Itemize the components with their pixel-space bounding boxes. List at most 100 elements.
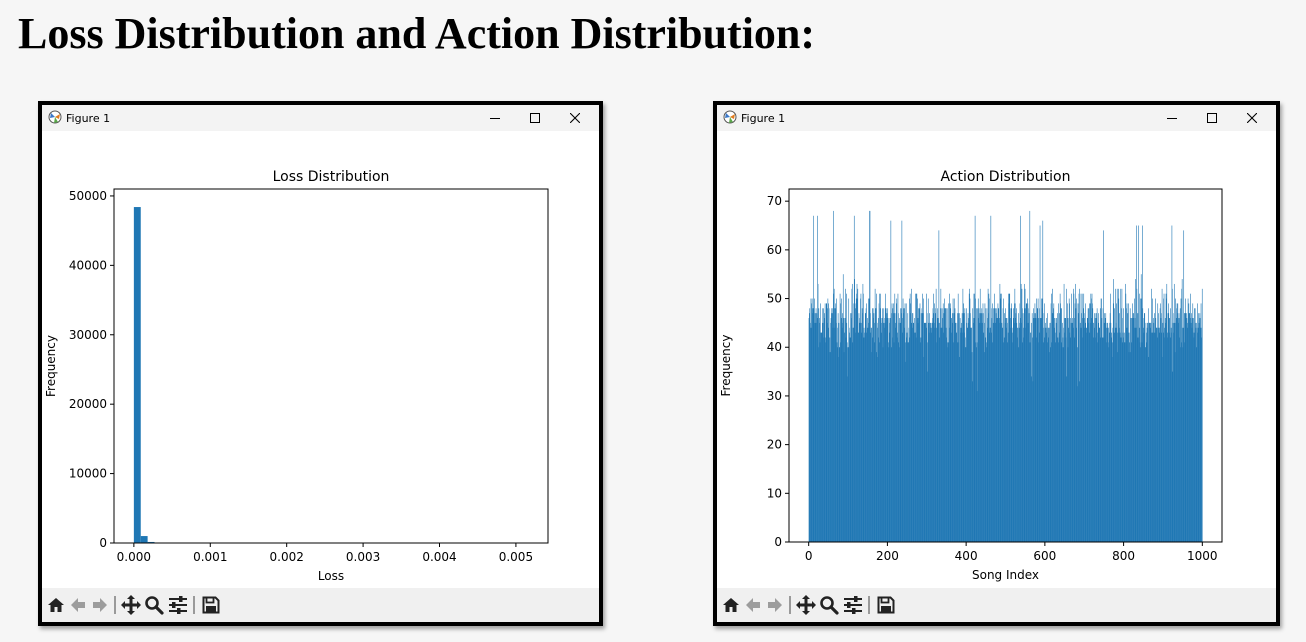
histogram-bar xyxy=(996,318,997,542)
configure-subplots-button[interactable] xyxy=(168,595,188,615)
histogram-bar xyxy=(1000,322,1002,542)
home-button[interactable] xyxy=(46,595,66,615)
histogram-bar xyxy=(906,337,907,542)
histogram-bar xyxy=(1085,303,1086,542)
back-button[interactable] xyxy=(68,595,88,615)
histogram-bar xyxy=(1113,332,1115,542)
histogram-bar xyxy=(993,322,995,542)
histogram-bar xyxy=(1077,347,1079,542)
histogram-bar xyxy=(842,274,844,542)
histogram-bar xyxy=(944,308,946,542)
histogram-bar xyxy=(1042,220,1044,542)
histogram-bar xyxy=(938,230,940,542)
histogram-bar xyxy=(1151,332,1153,542)
histogram-bar xyxy=(940,308,941,542)
histogram-bar xyxy=(1135,327,1137,542)
histogram-bar xyxy=(1198,322,1200,542)
histogram-bar xyxy=(812,313,813,542)
histogram-bar xyxy=(1072,322,1074,542)
histogram-bar xyxy=(1110,293,1111,542)
histogram-bar xyxy=(809,313,810,542)
zoom-button[interactable] xyxy=(819,595,839,615)
histogram-bar xyxy=(816,318,818,542)
histogram-bar xyxy=(868,322,870,542)
save-button[interactable] xyxy=(876,595,896,615)
save-button[interactable] xyxy=(201,595,221,615)
histogram-bar xyxy=(976,308,977,542)
histogram-bar xyxy=(843,318,844,542)
histogram-bar xyxy=(888,332,890,542)
maximize-button[interactable] xyxy=(515,105,555,131)
y-tick-label: 70 xyxy=(767,194,782,208)
histogram-bar xyxy=(1154,332,1156,542)
histogram-bar xyxy=(827,322,828,542)
y-tick-label: 20000 xyxy=(69,397,107,411)
histogram-bar xyxy=(870,327,872,542)
back-button[interactable] xyxy=(743,595,763,615)
histogram-bar xyxy=(890,220,892,542)
forward-button[interactable] xyxy=(765,595,785,615)
histogram-bar xyxy=(1186,322,1188,542)
histogram-bar xyxy=(1074,303,1076,542)
histogram-bar xyxy=(1055,332,1056,542)
histogram-bar xyxy=(848,347,849,542)
histogram-bar xyxy=(928,332,930,542)
histogram-bar xyxy=(848,298,850,542)
window-titlebar[interactable]: Figure 1 xyxy=(717,105,1276,131)
histogram-bar xyxy=(1031,313,1033,542)
window-titlebar[interactable]: Figure 1 xyxy=(42,105,599,131)
histogram-bar xyxy=(1184,313,1185,542)
histogram-bar xyxy=(857,298,858,542)
histogram-bar xyxy=(1026,303,1027,542)
home-button[interactable] xyxy=(721,595,741,615)
close-button[interactable] xyxy=(1232,105,1272,131)
histogram-bar xyxy=(901,318,903,542)
histogram-bar xyxy=(924,322,925,542)
histogram-bar xyxy=(850,337,851,542)
configure-subplots-button[interactable] xyxy=(843,595,863,615)
histogram-bar xyxy=(836,298,837,542)
histogram-bar xyxy=(1133,327,1135,542)
close-button[interactable] xyxy=(555,105,595,131)
histogram-bar xyxy=(1032,337,1033,542)
pan-icon xyxy=(121,595,141,615)
histogram-bar xyxy=(1068,298,1070,542)
histogram-bar xyxy=(1138,337,1140,542)
histogram-bar xyxy=(1114,327,1116,542)
histogram-bar xyxy=(952,322,953,542)
minimize-button[interactable] xyxy=(475,105,515,131)
figure-window-action[interactable]: Figure 1 0 200 400 600 800 1000 0 10 20 30 40 50 60 7… xyxy=(713,101,1280,626)
histogram-bar xyxy=(822,322,823,542)
minimize-button[interactable] xyxy=(1152,105,1192,131)
histogram-bar xyxy=(1027,303,1029,542)
histogram-bar xyxy=(1121,288,1123,542)
histogram-bar xyxy=(1135,279,1136,542)
histogram-bar xyxy=(1007,342,1009,542)
histogram-bar xyxy=(1102,337,1103,542)
histogram-bar xyxy=(1051,293,1052,542)
histogram-bar xyxy=(875,352,877,542)
forward-arrow-icon xyxy=(93,598,107,612)
histogram-bar xyxy=(1164,327,1166,542)
forward-button[interactable] xyxy=(90,595,110,615)
y-tick-label: 10 xyxy=(767,486,782,500)
histogram-bar xyxy=(140,536,148,543)
histogram-bar xyxy=(950,318,952,542)
histogram-bar xyxy=(1149,322,1151,542)
histogram-bar xyxy=(1019,322,1020,542)
histogram-bar xyxy=(1134,298,1135,542)
histogram-bar xyxy=(974,318,975,542)
histogram-bar xyxy=(1157,337,1158,542)
histogram-bar xyxy=(972,322,974,542)
pan-button[interactable] xyxy=(796,595,816,615)
toolbar-separator xyxy=(114,596,116,614)
histogram-bar xyxy=(1099,308,1101,542)
zoom-button[interactable] xyxy=(144,595,164,615)
histogram-bar xyxy=(1121,308,1122,542)
pan-button[interactable] xyxy=(121,595,141,615)
maximize-button[interactable] xyxy=(1192,105,1232,131)
histogram-bar xyxy=(1034,303,1036,542)
histogram-bar xyxy=(1167,337,1168,542)
figure-window-loss[interactable]: Figure 1 0.000 0.001 0.002 0.003 0.004 0.005 0… xyxy=(38,101,603,626)
histogram-bar xyxy=(939,327,941,542)
